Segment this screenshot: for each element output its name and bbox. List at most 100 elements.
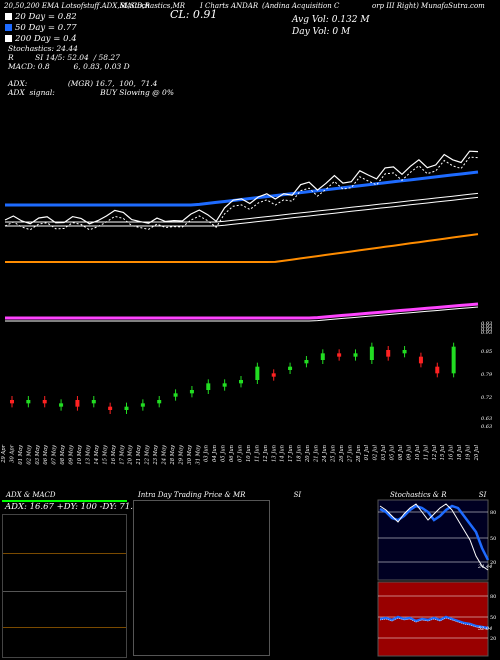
date-tick-label: 07 Jun [238, 445, 244, 462]
date-tick-label: 17 May [119, 445, 125, 465]
candle-body [402, 350, 407, 354]
candle-body [271, 373, 276, 377]
ma-white-line-1 [5, 192, 479, 223]
date-tick-label: 04 Jun [212, 445, 218, 462]
date-tick-label: 26 Jun [339, 445, 345, 463]
date-tick-label: 01 Jul [364, 445, 370, 461]
stat-rsi: R SI 14/5: 52.04 / 58.27 [8, 53, 120, 62]
candle-body [255, 366, 260, 380]
price-tick-label: 0.93 [481, 321, 492, 327]
rsi-value-label: 52.04 [478, 626, 492, 632]
date-tick-label: 09 May [69, 445, 75, 465]
candle-body [418, 356, 423, 364]
header-seg-5-wrap: orp III Right) MunafaSutra.com [372, 2, 485, 10]
candle-body [288, 366, 293, 370]
date-tick-label: 11 Jun [254, 445, 260, 462]
stats-block: Stochastics: 24.44 R SI 14/5: 52.04 / 58… [8, 44, 174, 97]
legend-item-50day: 50 Day = 0.77 [5, 22, 77, 33]
stoch-tick-label: 50 [490, 536, 496, 542]
stat-adx-signal: ADX signal: BUY Slowing @ 0% [8, 88, 174, 97]
legend-swatch-50day [5, 24, 12, 31]
candle-body [124, 406, 129, 410]
date-tick-label: 22 May [145, 445, 151, 466]
price-tick-label: 0.85 [481, 349, 492, 355]
date-tick-label: 19 Jul [466, 445, 472, 461]
date-tick-label: 05 Jun [221, 445, 227, 462]
date-tick-label: 12 Jun [263, 445, 269, 462]
stoch-tick-label: 20 [490, 560, 496, 566]
candle-body [435, 366, 440, 374]
adx-panel-title: ADX & MACD [6, 491, 56, 499]
avg-vol: Avg Vol: 0.132 M [292, 15, 370, 25]
close-value-text: CL: 0.91 [170, 8, 218, 21]
candle-body [337, 353, 342, 357]
candle-body [10, 400, 14, 404]
date-tick-label: 03 Jun [204, 445, 210, 462]
ma-orange-line [5, 233, 479, 263]
date-tick-label: 21 May [136, 445, 142, 466]
ma-white-line-2 [5, 196, 479, 227]
legend-item-200day: 200 Day = 0.4 [5, 33, 77, 44]
candle-body [26, 400, 31, 404]
adx-panel [2, 514, 127, 658]
rsi-line [379, 615, 489, 630]
date-tick-label: 18 Jul [457, 445, 463, 461]
date-tick-label: 21 Jun [314, 445, 320, 463]
date-tick-label: 09 Jul [406, 445, 412, 461]
header-seg-0: 20,50,200 EMA Lotsofstuff.ADX,MACD,R [4, 2, 150, 10]
rsi-bottom-bg [377, 581, 489, 657]
candle-body [304, 360, 309, 364]
adx-readout: ADX: 16.67 +DY: 100 -DY: 71.43 [2, 500, 144, 513]
price-tick-label: 0.93 [481, 330, 492, 336]
stoch-d-line [379, 503, 489, 571]
header-title: 20,50,200 EMA Lotsofstuff.ADX,MACD,R [4, 2, 150, 10]
main-chart: 0.930.930.930.930.850.790.720.630.63 29 … [1, 150, 493, 466]
header-seg-4: (Andina Acquisition C [262, 2, 340, 10]
date-tick-label: 15 May [102, 445, 108, 465]
candle-body [353, 353, 358, 357]
date-tick-label: 15 Jul [440, 445, 446, 461]
date-tick-label: 11 Jul [423, 445, 429, 461]
ma-50day-line [5, 170, 479, 207]
intraday-panel-title: Intra Day Trading Price & MR SI [138, 491, 301, 499]
price-tick-label: 0.93 [481, 324, 492, 330]
candle-body [320, 353, 325, 360]
candle-body [75, 400, 80, 407]
candle-body [369, 346, 374, 360]
candle-body [386, 350, 391, 357]
date-tick-label: 20 Jun [305, 445, 311, 463]
date-tick-label: 20 May [128, 445, 134, 466]
date-tick-label: 10 Jul [415, 445, 421, 461]
day-vol: Day Vol: 0 M [292, 27, 351, 37]
date-tick-label: 30 Apr [9, 444, 15, 462]
stoch-top-bg [377, 499, 489, 581]
date-tick-label: 14 Jun [280, 445, 286, 462]
adx-readout-text: ADX: 16.67 +DY: 100 -DY: 71.43 [5, 502, 144, 512]
legend-label-50day: 50 Day = 0.77 [15, 22, 77, 33]
candle-body [239, 380, 243, 384]
candle-body [91, 400, 96, 404]
stoch-value-label: 24.44 [477, 564, 492, 570]
candle-body [42, 400, 47, 404]
stoch-tick-label: 80 [490, 510, 496, 516]
price-tick-label: 0.79 [481, 372, 493, 378]
candle-body [108, 406, 113, 410]
candle-body [222, 383, 227, 387]
ma-magenta-line [5, 302, 479, 320]
price-tick-label: 0.63 [481, 416, 492, 422]
close-value: CL: 0.91 [170, 8, 217, 21]
stoch-panel-title: Stochastics & R SI [390, 491, 486, 499]
date-tick-label: 29 Apr [1, 444, 7, 463]
moving-average-lines [4, 150, 479, 322]
date-tick-label: 31 May [195, 445, 201, 465]
date-tick-label: 07 May [52, 445, 58, 465]
date-tick-label: 13 Jun [271, 445, 277, 462]
date-tick-label: 02 May [26, 445, 32, 465]
ma-magenta-highlight [5, 306, 479, 322]
date-tick-label: 30 May [187, 445, 193, 465]
date-tick-label: 12 Jul [432, 445, 438, 461]
date-tick-label: 06 Jun [229, 445, 235, 462]
stat-stochastics: Stochastics: 24.44 [8, 44, 78, 53]
date-tick-label: 28 Jun [356, 445, 362, 463]
date-tick-label: 01 May [18, 445, 24, 465]
